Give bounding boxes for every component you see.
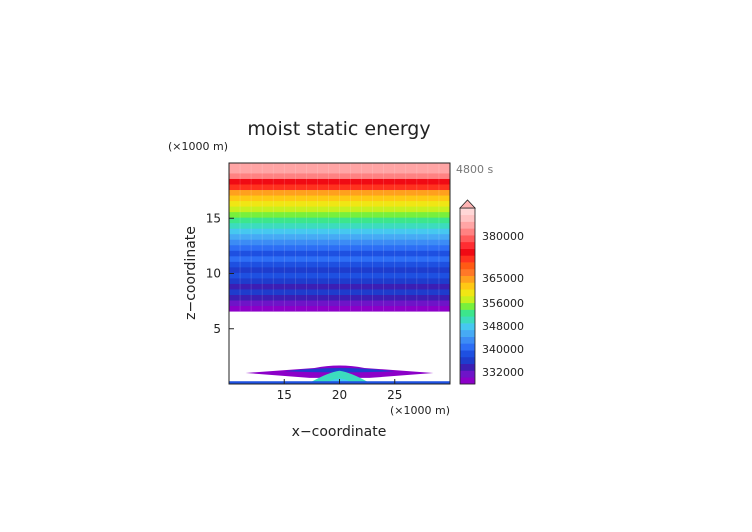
colorbar-swatch	[460, 282, 475, 290]
colorbar-label: 356000	[482, 297, 524, 310]
field-band	[229, 266, 450, 273]
field-band	[229, 211, 450, 218]
field-band	[229, 163, 450, 174]
colorbar-swatch	[460, 329, 475, 337]
colorbar-swatch	[460, 302, 475, 310]
colorbar-swatch	[460, 214, 475, 222]
field-band	[229, 239, 450, 246]
field-band	[229, 300, 450, 307]
field-band	[229, 200, 450, 207]
colorbar-label: 340000	[482, 343, 524, 356]
field-band	[229, 195, 450, 202]
colorbar-label: 348000	[482, 320, 524, 333]
x-tick-label: 15	[277, 388, 292, 402]
colorbar-swatch	[460, 262, 475, 270]
field-band	[229, 255, 450, 262]
colorbar-swatch	[460, 208, 475, 216]
plot-area	[228, 162, 451, 385]
y-unit-label: (×1000 m)	[168, 140, 228, 153]
axis-ticks: 15 20 25 5 10 15	[206, 211, 403, 402]
field-band	[229, 244, 450, 251]
field-band	[229, 222, 450, 229]
colorbar-label: 380000	[482, 230, 524, 243]
y-tick-label: 15	[206, 211, 221, 225]
surface-feature-core	[284, 367, 395, 373]
colorbar: 380000 365000 356000 348000 340000 332000	[459, 199, 524, 385]
field-band	[229, 272, 450, 279]
colorbar-swatch	[460, 356, 475, 364]
colorbar-swatch	[460, 255, 475, 263]
field-band	[229, 178, 450, 185]
field-band	[229, 250, 450, 257]
colorbar-swatch	[460, 343, 475, 351]
x-tick-label: 20	[332, 388, 347, 402]
colorbar-swatch	[460, 275, 475, 283]
colorbar-swatch	[460, 323, 475, 331]
x-unit-label: (×1000 m)	[390, 404, 450, 417]
field-band	[229, 183, 450, 191]
colorbar-swatch	[460, 336, 475, 344]
colorbar-swatch	[460, 241, 475, 249]
y-tick-label: 10	[206, 267, 221, 281]
field-band	[229, 277, 450, 284]
colorbar-swatch	[460, 289, 475, 297]
colorbar-swatch	[460, 370, 475, 378]
colorbar-swatch	[460, 377, 475, 385]
colorbar-swatch	[460, 248, 475, 256]
surface-plume	[307, 370, 372, 384]
field-band	[229, 233, 450, 240]
colorbar-swatch	[460, 235, 475, 243]
field-band	[229, 261, 450, 268]
field-band	[229, 206, 450, 213]
chart-title: moist static energy	[247, 118, 430, 140]
colorbar-swatch	[460, 221, 475, 229]
field-band	[229, 228, 450, 235]
colorbar-swatch	[460, 316, 475, 324]
colorbar-swatch	[460, 309, 475, 317]
field-band	[229, 217, 450, 224]
field-band	[229, 172, 450, 179]
field-band	[229, 283, 450, 290]
time-label: 4800 s	[456, 163, 493, 176]
colorbar-label: 332000	[482, 366, 524, 379]
colorbar-swatch	[460, 228, 475, 236]
colorbar-swatch	[460, 268, 475, 276]
field-band	[229, 189, 450, 196]
field-band	[229, 305, 450, 312]
colorbar-swatch	[460, 350, 475, 358]
field-band	[229, 294, 450, 301]
x-tick-label: 25	[387, 388, 402, 402]
colorbar-swatch	[460, 296, 475, 304]
colorbar-swatch	[460, 363, 475, 371]
x-axis-label: x−coordinate	[292, 424, 387, 440]
field-band	[229, 288, 450, 295]
y-tick-label: 5	[213, 322, 221, 336]
colorbar-extend-max	[459, 199, 476, 209]
y-axis-label: z−coordinate	[183, 226, 199, 320]
colorbar-label: 365000	[482, 272, 524, 285]
